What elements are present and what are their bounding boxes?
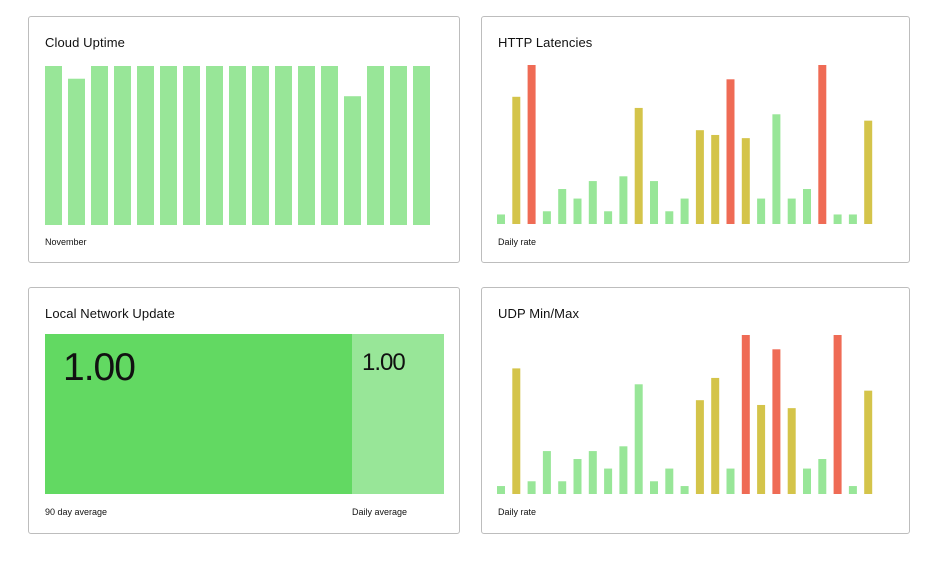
http-latencies-bar-3 <box>527 65 536 224</box>
http-latencies-card: HTTP Latencies Daily rate <box>481 16 910 263</box>
cloud-uptime-bar-10 <box>252 66 269 225</box>
cloud-uptime-card: Cloud Uptime November <box>28 16 460 263</box>
cloud-uptime-bar-4 <box>114 66 131 225</box>
cloud-uptime-bar-3 <box>91 66 108 225</box>
http-latencies-bar-21 <box>803 189 811 224</box>
cloud-uptime-bar-12 <box>298 66 315 225</box>
http-latencies-bar-20 <box>787 198 796 224</box>
http-latencies-bar-16 <box>726 79 735 224</box>
udp-minmax-bar-8 <box>604 468 613 494</box>
http-latencies-bar-5 <box>558 189 567 224</box>
local-network-card: Local Network Update 1.00 1.00 90 day av… <box>28 287 460 534</box>
cloud-uptime-chart <box>45 66 430 226</box>
http-latencies-bar-15 <box>711 134 720 224</box>
cloud-uptime-bar-9 <box>229 66 246 225</box>
http-latencies-bar-14 <box>695 130 704 224</box>
udp-minmax-bar-13 <box>680 486 689 494</box>
cloud-uptime-bar-1 <box>45 66 62 225</box>
udp-minmax-bar-17 <box>741 335 750 494</box>
udp-minmax-footer: Daily rate <box>498 507 537 517</box>
cloud-uptime-bar-14 <box>344 96 361 226</box>
udp-minmax-bar-2 <box>512 368 521 494</box>
http-latencies-title: HTTP Latencies <box>498 35 593 50</box>
cloud-uptime-bar-15 <box>367 66 384 225</box>
http-latencies-bar-22 <box>818 65 827 224</box>
http-latencies-bar-6 <box>573 198 582 224</box>
cloud-uptime-bar-13 <box>321 66 338 225</box>
udp-minmax-bar-5 <box>558 481 567 494</box>
udp-minmax-bar-14 <box>695 400 704 494</box>
local-network-title: Local Network Update <box>45 306 175 321</box>
http-latencies-bar-11 <box>650 181 658 224</box>
udp-minmax-bar-3 <box>527 481 536 494</box>
cloud-uptime-bar-17 <box>413 66 430 225</box>
udp-minmax-bar-23 <box>833 335 842 494</box>
udp-minmax-card: UDP Min/Max Daily rate <box>481 287 910 534</box>
cloud-uptime-bar-2 <box>68 78 85 225</box>
http-latencies-bar-24 <box>848 214 857 224</box>
ninety-day-average-label: 90 day average <box>45 507 108 517</box>
udp-minmax-bar-15 <box>711 377 720 494</box>
http-latencies-bar-9 <box>619 176 628 224</box>
http-latencies-bar-1 <box>497 214 505 224</box>
cloud-uptime-bar-5 <box>137 66 154 225</box>
daily-average-label: Daily average <box>352 507 408 517</box>
udp-minmax-chart <box>497 335 873 494</box>
cloud-uptime-footer: November <box>45 237 87 247</box>
udp-minmax-bar-7 <box>588 451 597 494</box>
udp-minmax-bar-1 <box>497 486 505 494</box>
udp-minmax-bar-10 <box>634 384 643 494</box>
cloud-uptime-bar-11 <box>275 66 292 225</box>
udp-minmax-bar-19 <box>772 349 781 494</box>
cloud-uptime-title: Cloud Uptime <box>45 35 125 50</box>
cloud-uptime-bar-7 <box>183 66 200 225</box>
udp-minmax-bar-21 <box>803 468 811 494</box>
udp-minmax-bar-18 <box>757 404 766 494</box>
http-latencies-bar-23 <box>833 214 842 224</box>
daily-average-block: 1.00 <box>352 334 444 494</box>
udp-minmax-bar-25 <box>864 390 873 494</box>
http-latencies-bar-18 <box>757 198 766 224</box>
http-latencies-bar-2 <box>512 96 521 224</box>
http-latencies-bar-25 <box>864 120 873 224</box>
udp-minmax-bar-9 <box>619 446 628 494</box>
cloud-uptime-bar-16 <box>390 66 407 225</box>
cloud-uptime-bar-8 <box>206 66 223 225</box>
ninety-day-average-value: 1.00 <box>63 346 136 389</box>
udp-minmax-bar-24 <box>848 486 857 494</box>
http-latencies-bar-4 <box>542 211 551 224</box>
udp-minmax-bar-11 <box>650 481 658 494</box>
udp-minmax-bar-20 <box>787 408 796 494</box>
udp-minmax-bar-12 <box>665 468 674 494</box>
http-latencies-bar-13 <box>680 198 689 224</box>
http-latencies-bar-8 <box>604 211 613 224</box>
http-latencies-bar-19 <box>772 114 781 224</box>
http-latencies-bar-12 <box>665 211 674 224</box>
udp-minmax-bar-22 <box>818 459 827 494</box>
udp-minmax-bar-16 <box>726 468 735 494</box>
http-latencies-footer: Daily rate <box>498 237 537 247</box>
http-latencies-bar-7 <box>588 181 597 224</box>
udp-minmax-bar-4 <box>542 451 551 494</box>
http-latencies-chart <box>497 65 873 224</box>
udp-minmax-bar-6 <box>573 459 582 494</box>
udp-minmax-title: UDP Min/Max <box>498 306 580 321</box>
http-latencies-bar-10 <box>634 107 643 224</box>
daily-average-value: 1.00 <box>362 349 406 376</box>
http-latencies-bar-17 <box>741 138 750 224</box>
ninety-day-average-block: 1.00 <box>45 334 352 494</box>
cloud-uptime-bar-6 <box>160 66 177 225</box>
